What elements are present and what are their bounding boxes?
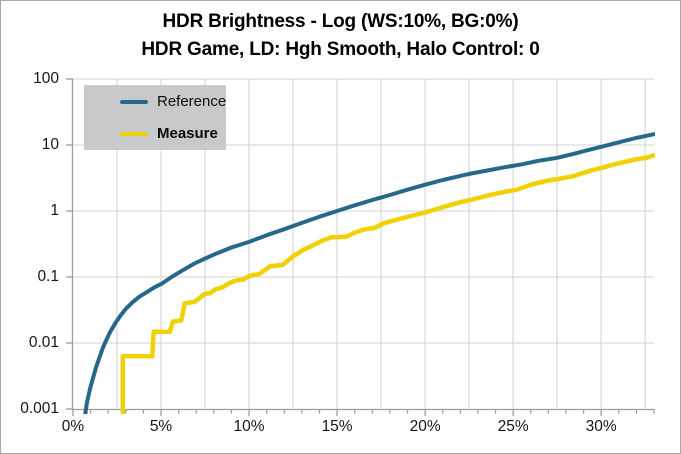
y-axis-label: 0.1 [37,268,59,285]
y-axis-label: 1 [50,202,59,219]
x-axis-label: 25% [497,418,529,435]
x-axis-label: 0% [61,418,85,435]
x-axis-label: 15% [321,418,353,435]
x-axis-label: 20% [409,418,441,435]
y-axis-label: 0.001 [20,400,59,417]
title-block: HDR Brightness - Log (WS:10%, BG:0%) HDR… [1,8,680,64]
legend-item-reference: Reference [84,86,226,118]
x-axis-label: 10% [233,418,265,435]
measure-line-swatch [120,131,148,136]
legend-label-reference: Reference [157,93,227,110]
y-axis-label: 10 [41,136,59,153]
legend: Reference Measure [84,85,226,150]
chart-subtitle: HDR Game, LD: Hgh Smooth, Halo Control: … [141,39,540,60]
y-axis-label: 0.01 [28,334,59,351]
chart-title: HDR Brightness - Log (WS:10%, BG:0%) [162,11,519,32]
reference-line [83,132,655,414]
legend-label-measure: Measure [157,125,218,142]
measure-line [120,152,655,414]
x-axis-label: 5% [149,418,173,435]
y-axis-label: 100 [33,70,59,87]
x-axis-label: 30% [585,418,617,435]
legend-item-measure: Measure [84,118,226,150]
reference-line-swatch [120,99,148,104]
